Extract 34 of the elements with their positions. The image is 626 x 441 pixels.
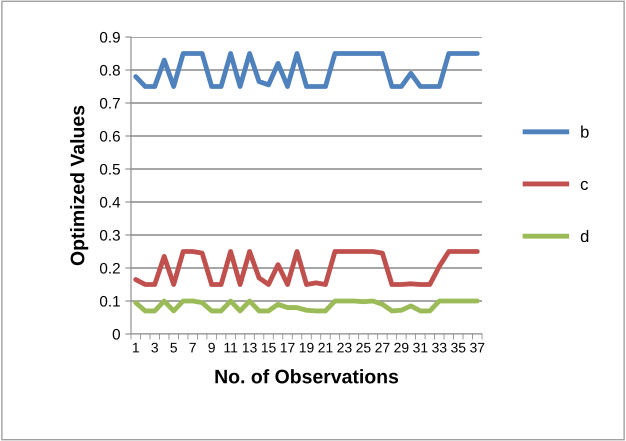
x-tick-label: 1 (132, 342, 139, 352)
y-tick-label: 0.8 (100, 64, 120, 76)
y-tick-label: 0.4 (100, 196, 120, 208)
x-axis-title: No. of Observations (215, 369, 398, 384)
x-tick-label: 37 (470, 342, 484, 353)
x-tick-label: 7 (190, 342, 196, 352)
x-tick-label: 19 (300, 342, 314, 353)
x-tick-label: 33 (432, 342, 446, 353)
x-tick-label: 11 (224, 342, 238, 352)
legend-label: b (581, 126, 589, 138)
x-tick-label: 9 (208, 342, 215, 353)
y-tick-label: 0.2 (100, 262, 120, 274)
x-tick-label: 23 (337, 342, 352, 353)
y-tick-label: 0.3 (100, 230, 120, 241)
y-axis-title: Optimized Values (70, 106, 88, 266)
x-tick-label: 35 (451, 342, 466, 353)
x-tick-label: 31 (413, 342, 428, 353)
x-tick-label: 17 (280, 342, 295, 352)
y-tick-label: 0.9 (100, 32, 120, 43)
y-tick-label: 0.1 (100, 296, 120, 307)
x-tick-label: 21 (318, 342, 333, 352)
x-tick-label: 13 (242, 342, 257, 353)
legend-label: d (580, 230, 588, 242)
x-tick-label: 25 (356, 342, 371, 353)
y-tick-label: 0 (112, 328, 120, 340)
x-tick-label: 5 (170, 342, 177, 353)
y-tick-label: 0.7 (100, 98, 120, 109)
x-tick-label: 27 (375, 342, 390, 352)
x-tick-label: 29 (394, 342, 408, 353)
x-tick-label: 15 (262, 342, 276, 353)
y-tick-label: 0.6 (100, 130, 120, 142)
y-tick-label: 0.5 (100, 164, 120, 175)
legend-label: c (580, 180, 588, 190)
x-tick-label: 3 (151, 342, 158, 353)
